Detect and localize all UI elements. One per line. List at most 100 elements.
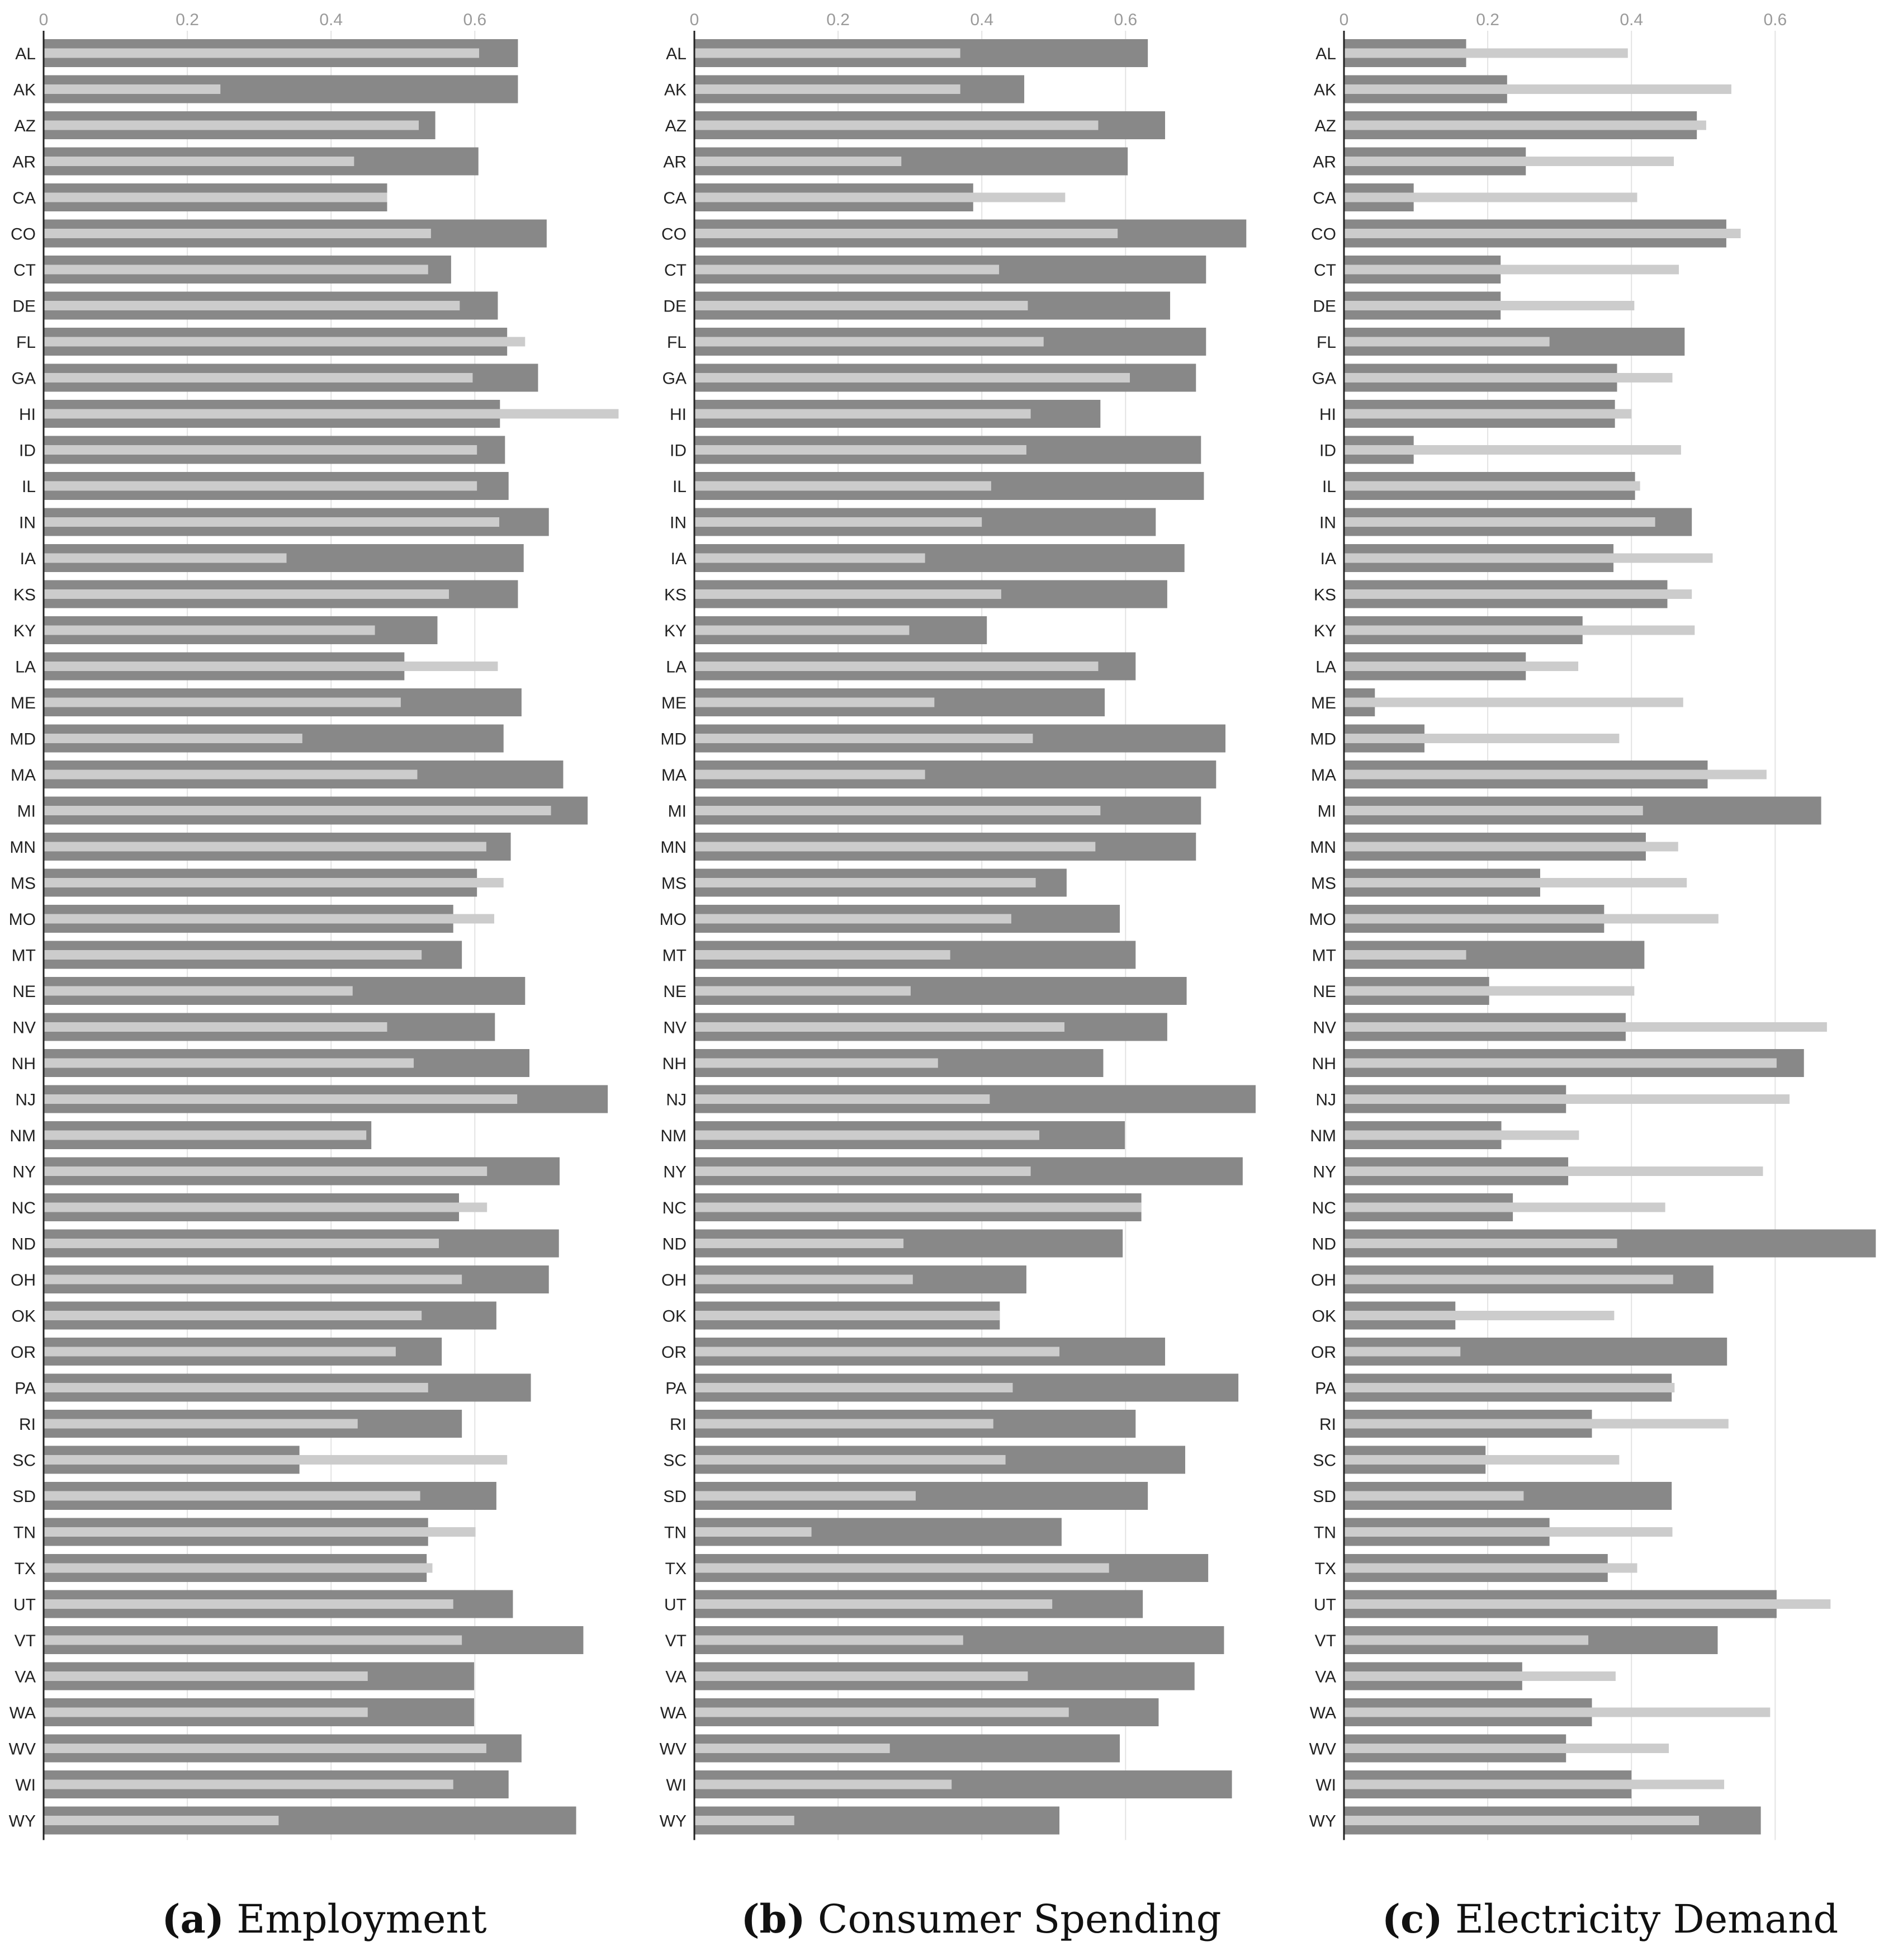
y-tick-label-b-ri: RI: [670, 1415, 687, 1434]
y-tick-label-b-wi: WI: [666, 1776, 687, 1794]
bar-light-a-wv: [44, 1744, 486, 1753]
y-tick-label-c-mt: MT: [1312, 947, 1336, 965]
y-tick-label-a-ak: AK: [13, 81, 36, 100]
y-tick-label-c-az: AZ: [1315, 117, 1336, 135]
y-tick-label-a-wv: WV: [9, 1740, 36, 1759]
y-tick-label-b-ak: AK: [664, 81, 687, 100]
bar-light-a-nm: [44, 1130, 367, 1140]
y-tick-label-c-wi: WI: [1315, 1776, 1336, 1794]
bar-light-b-sc: [694, 1455, 1006, 1465]
bar-light-c-wi: [1344, 1779, 1725, 1789]
x-tick-label-b-2: 0.4: [970, 11, 993, 29]
bar-light-a-mn: [44, 842, 486, 852]
y-tick-label-a-wy: WY: [9, 1812, 36, 1831]
y-tick-label-c-nv: NV: [1313, 1019, 1336, 1037]
bar-light-a-pa: [44, 1383, 428, 1392]
y-tick-label-b-ar: AR: [663, 153, 687, 172]
bar-light-b-vt: [694, 1635, 963, 1645]
caption-c: (c) Electricity Demand: [1331, 1896, 1890, 1946]
bar-light-a-nd: [44, 1239, 439, 1248]
y-tick-label-b-ky: KY: [664, 622, 687, 640]
x-tick-label-b-0: 0: [690, 11, 699, 29]
y-tick-label-a-mo: MO: [9, 910, 36, 929]
bar-light-a-ky: [44, 625, 375, 635]
y-tick-label-c-nc: NC: [1312, 1199, 1336, 1217]
bar-light-b-ok: [694, 1311, 1000, 1320]
y-tick-label-b-ok: OK: [662, 1307, 687, 1326]
y-tick-label-c-hi: HI: [1319, 405, 1336, 424]
bar-light-a-mi: [44, 806, 551, 815]
bar-light-a-tn: [44, 1527, 476, 1537]
y-tick-label-c-fl: FL: [1317, 333, 1336, 352]
bar-light-c-ia: [1344, 553, 1713, 563]
bar-light-a-ks: [44, 589, 449, 599]
bar-light-c-il: [1344, 481, 1640, 491]
y-tick-label-c-mi: MI: [1318, 802, 1336, 821]
y-tick-label-b-ne: NE: [663, 983, 687, 1001]
y-tick-label-c-sd: SD: [1313, 1487, 1336, 1506]
y-tick-label-a-wa: WA: [10, 1704, 36, 1722]
bar-light-c-wv: [1344, 1744, 1669, 1753]
bar-light-a-nh: [44, 1058, 414, 1068]
bar-light-c-mt: [1344, 950, 1466, 960]
y-tick-label-b-oh: OH: [661, 1271, 687, 1290]
y-tick-label-a-tn: TN: [13, 1524, 36, 1542]
x-tick-label-a-2: 0.4: [319, 11, 343, 29]
bar-light-a-de: [44, 301, 460, 310]
bar-light-b-wv: [694, 1744, 890, 1753]
bar-light-b-nj: [694, 1094, 990, 1104]
y-tick-label-a-ny: NY: [12, 1163, 36, 1182]
bar-light-a-az: [44, 120, 419, 130]
y-tick-label-c-nj: NJ: [1315, 1091, 1336, 1109]
y-tick-label-b-nj: NJ: [666, 1091, 687, 1109]
bar-light-b-nc: [694, 1202, 1142, 1212]
bar-light-b-id: [694, 445, 1026, 455]
y-tick-label-c-wv: WV: [1309, 1740, 1336, 1759]
bar-light-a-co: [44, 229, 431, 238]
y-tick-label-a-tx: TX: [15, 1560, 36, 1578]
caption-c-text: Electricity Demand: [1455, 1896, 1839, 1942]
y-tick-label-b-ut: UT: [664, 1596, 687, 1614]
y-tick-label-a-nh: NH: [12, 1055, 36, 1073]
bar-light-b-il: [694, 481, 991, 491]
bar-light-b-nm: [694, 1130, 1040, 1140]
y-tick-label-a-id: ID: [19, 442, 36, 460]
y-tick-label-b-nd: ND: [662, 1235, 687, 1254]
bar-light-c-sc: [1344, 1455, 1620, 1465]
bar-light-c-wy: [1344, 1816, 1700, 1825]
y-tick-label-c-il: IL: [1322, 478, 1336, 496]
y-tick-label-b-mo: MO: [660, 910, 687, 929]
y-tick-label-a-fl: FL: [16, 333, 36, 352]
bar-light-c-wa: [1344, 1707, 1771, 1717]
bar-light-b-ri: [694, 1419, 993, 1429]
bar-light-a-ar: [44, 157, 354, 166]
bar-light-c-la: [1344, 662, 1579, 671]
y-tick-label-b-ca: CA: [663, 189, 687, 207]
y-tick-label-a-mi: MI: [17, 802, 36, 821]
y-tick-label-a-il: IL: [22, 478, 36, 496]
y-tick-label-c-mn: MN: [1310, 838, 1336, 857]
bar-light-c-in: [1344, 517, 1655, 527]
bar-light-c-nv: [1344, 1022, 1827, 1032]
y-tick-label-b-wy: WY: [660, 1812, 687, 1831]
y-tick-label-c-la: LA: [1315, 658, 1336, 677]
y-tick-label-b-tx: TX: [665, 1560, 687, 1578]
y-tick-label-b-nv: NV: [663, 1019, 687, 1037]
y-tick-label-c-ms: MS: [1311, 875, 1336, 893]
y-tick-label-c-ky: KY: [1314, 622, 1336, 640]
bar-light-c-pa: [1344, 1383, 1675, 1392]
y-tick-label-a-nd: ND: [12, 1235, 36, 1254]
y-tick-label-b-nc: NC: [662, 1199, 687, 1217]
bar-light-a-sd: [44, 1491, 420, 1501]
bar-light-b-ky: [694, 625, 910, 635]
bar-light-b-oh: [694, 1274, 913, 1284]
y-tick-label-a-ne: NE: [12, 983, 36, 1001]
bar-light-b-mo: [694, 914, 1011, 924]
bar-light-c-nj: [1344, 1094, 1790, 1104]
y-tick-label-b-co: CO: [661, 225, 687, 244]
y-tick-label-c-ma: MA: [1311, 766, 1336, 785]
bar-light-b-ma: [694, 769, 925, 780]
y-tick-label-a-ri: RI: [19, 1415, 36, 1434]
y-tick-label-a-al: AL: [15, 45, 36, 63]
chart-a: 0 0.2 0.4 0.6 AL AK AZ AR CA CO CT DE FL GA HI ID IL IN IA…: [9, 11, 619, 1840]
